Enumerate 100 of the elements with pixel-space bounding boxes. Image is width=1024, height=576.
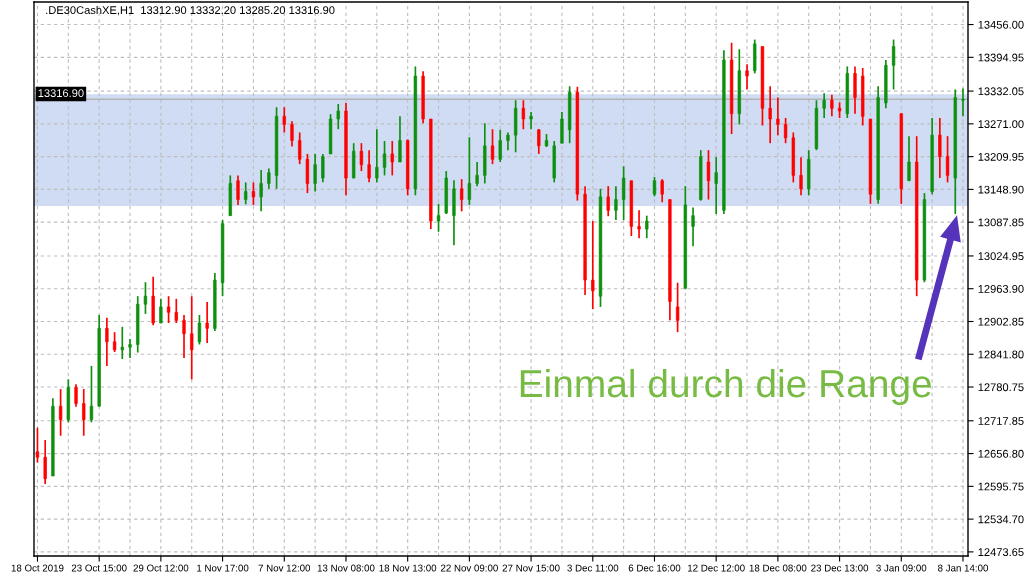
x-tick-label: 1 Nov 17:00 <box>197 564 249 572</box>
candlestick <box>822 92 826 119</box>
candlestick <box>313 153 317 193</box>
candlestick <box>691 206 695 248</box>
candlestick <box>606 185 610 218</box>
candlestick <box>259 169 263 213</box>
candlestick <box>336 103 340 131</box>
y-tick-label: 12902.85 <box>978 317 1024 326</box>
x-tick-label: 18 Oct 2019 <box>11 564 64 572</box>
candlestick <box>82 388 86 437</box>
candlestick <box>205 301 209 344</box>
candlestick <box>621 165 626 221</box>
y-tick-label: 13456.00 <box>978 20 1024 29</box>
y-tick-label: 13024.95 <box>978 252 1024 261</box>
y-tick-label: 12717.85 <box>978 417 1024 425</box>
candlestick <box>706 149 711 201</box>
candlestick <box>282 106 286 134</box>
candlestick <box>236 174 240 206</box>
candlestick <box>614 185 618 221</box>
x-tick-label: 18 Dec 08:00 <box>749 564 807 572</box>
ref-line-label: 13316.90 <box>38 89 84 98</box>
x-tick-label: 29 Oct 12:00 <box>133 564 189 572</box>
x-tick-label: 13 Nov 08:00 <box>317 564 375 572</box>
y-tick-label: 12841.80 <box>978 350 1024 359</box>
y-tick-label: 13148.90 <box>978 185 1024 194</box>
x-tick-label: 23 Oct 15:00 <box>71 564 127 572</box>
candlestick <box>961 87 965 118</box>
annotation: Einmal durch die Range <box>520 368 931 406</box>
candlestick <box>498 128 502 163</box>
candlestick <box>251 181 256 206</box>
candlestick <box>382 140 387 177</box>
candlestick <box>367 149 371 184</box>
y-tick-label: 12963.90 <box>978 284 1024 293</box>
y-tick-label: 13332.05 <box>978 87 1024 96</box>
candlestick <box>783 117 788 145</box>
candlestick <box>35 426 40 464</box>
candlestick <box>436 203 441 233</box>
candlestick <box>182 314 186 359</box>
candlestick <box>799 156 803 197</box>
candlestick <box>58 388 63 437</box>
candlestick <box>907 135 911 182</box>
candlestick <box>112 331 117 353</box>
candlestick <box>714 156 718 215</box>
candlestick <box>938 117 942 179</box>
x-tick-label: 18 Nov 13:00 <box>379 564 437 572</box>
candlestick <box>290 120 294 148</box>
candlestick <box>128 338 132 359</box>
candlestick <box>645 214 649 240</box>
y-tick-label: 13271.00 <box>978 120 1024 128</box>
candlestick <box>159 298 163 324</box>
candlestick <box>43 439 47 485</box>
candlestick <box>174 298 178 324</box>
candlestick <box>143 281 148 315</box>
candlestick <box>105 316 109 367</box>
x-tick-label: 27 Nov 15:00 <box>502 564 560 572</box>
candlestick <box>89 365 94 424</box>
x-tick-label: 6 Dec 16:00 <box>628 564 681 572</box>
chart-title: .DE30CashXE,H1 13312.90 13332.20 13285.20 13316.90 <box>46 5 335 16</box>
candlestick <box>745 63 749 91</box>
y-tick-label: 12780.75 <box>978 383 1024 392</box>
candlestick <box>529 111 533 131</box>
candlestick <box>768 85 772 145</box>
x-tick-label: 12 Dec 12:00 <box>688 564 745 572</box>
x-tick-label: 3 Jan 09:00 <box>876 564 927 572</box>
candlestick <box>398 115 402 163</box>
candlestick <box>321 153 325 184</box>
y-tick-label: 12534.70 <box>978 515 1024 524</box>
candlestick <box>475 161 479 187</box>
candlestick <box>120 325 124 360</box>
x-tick-label: 7 Nov 12:00 <box>258 564 311 572</box>
candlestick <box>298 131 302 165</box>
candlestick <box>467 136 472 206</box>
y-tick-label: 13394.95 <box>978 53 1024 62</box>
y-tick-label: 13087.85 <box>978 218 1024 227</box>
x-tick-label: 22 Nov 09:00 <box>440 564 498 572</box>
candlestick <box>776 96 780 136</box>
y-tick-label: 12473.65 <box>978 548 1024 557</box>
candlestick <box>74 383 78 408</box>
x-tick-label: 8 Jan 14:00 <box>938 564 989 572</box>
candlestick <box>166 295 171 324</box>
candlestick <box>891 38 896 91</box>
candlestick <box>945 135 950 184</box>
candlestick <box>637 209 641 240</box>
y-tick-label: 13209.95 <box>978 152 1024 161</box>
candlestick <box>660 178 664 204</box>
candlestick <box>390 140 394 177</box>
candlestick <box>375 128 379 184</box>
candlestick <box>190 295 194 381</box>
x-tick-label: 3 Dec 11:00 <box>567 564 619 572</box>
candlestick <box>537 128 541 155</box>
candlestick <box>197 314 202 346</box>
x-tick-label: 23 Dec 13:00 <box>811 564 869 572</box>
candlestick <box>490 128 495 165</box>
y-tick-label: 12656.80 <box>978 449 1024 458</box>
candlestick <box>830 94 834 118</box>
candlestick <box>591 220 595 310</box>
candlestick <box>460 178 464 213</box>
y-tick-label: 12595.75 <box>978 482 1024 491</box>
candlestick <box>675 281 680 333</box>
candlestick <box>521 99 526 131</box>
